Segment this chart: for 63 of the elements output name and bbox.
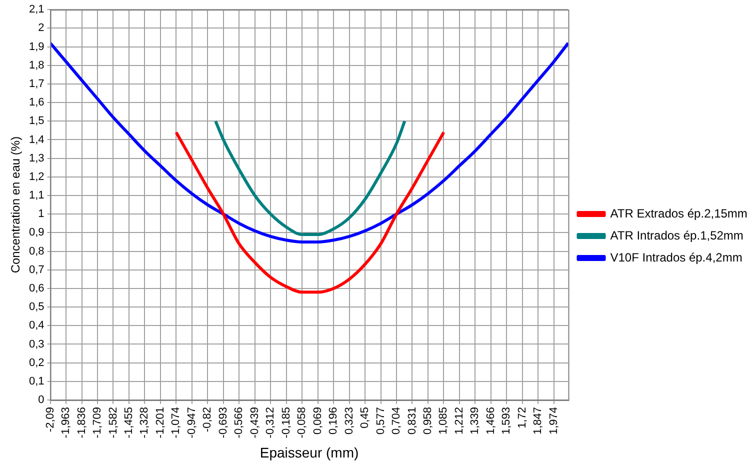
y-tick-label: 0,7 [28, 264, 44, 276]
x-tick-label: -1,709 [92, 407, 104, 438]
x-tick-label: -1,963 [60, 407, 72, 438]
y-tick-label: 0,2 [28, 356, 44, 369]
x-tick-label: 0,323 [343, 407, 356, 435]
x-tick-label: 1,974 [548, 407, 560, 435]
y-tick-label: 2,1 [28, 4, 44, 16]
y-tick-label: 0,6 [28, 282, 44, 294]
y-tick-label: 0,8 [28, 245, 44, 258]
line-series [50, 42, 568, 244]
x-tick-label: 1,593 [500, 407, 513, 435]
y-tick-label: 0,9 [28, 226, 44, 239]
line-series [214, 120, 406, 236]
x-tick-label: -0,693 [217, 407, 230, 438]
x-tick-label: -0,566 [233, 407, 246, 438]
x-tick-label: -2,09 [44, 407, 56, 432]
y-axis-title: Concentration en eau (%) [8, 136, 22, 274]
y-tick-label: 1,2 [28, 170, 44, 183]
legend-label: ATR Intrados ép.1,52mm [610, 228, 744, 242]
x-tick-label: 0,196 [328, 407, 340, 435]
x-tick-label: -0,947 [186, 407, 198, 438]
y-tick-label: 1,3 [28, 152, 44, 164]
x-tick-label: -1,836 [76, 407, 88, 438]
y-tick-label: 1,1 [28, 190, 44, 202]
x-tick-label: 0,704 [390, 407, 403, 435]
y-tick-label: 1,9 [28, 40, 44, 53]
y-tick-label: 2 [38, 22, 44, 34]
y-tick-label: 1,5 [28, 115, 44, 128]
y-tick-label: 0,4 [28, 320, 44, 332]
x-tick-label: -1,328 [138, 407, 151, 438]
line-series [174, 130, 446, 294]
x-tick-label: 1,339 [469, 407, 482, 435]
x-tick-label: -0,312 [264, 407, 277, 438]
x-tick-label: -0,439 [248, 407, 261, 438]
x-tick-label: 1,847 [532, 407, 544, 435]
legend-label: V10F Intrados ép.4,2mm [610, 250, 742, 264]
legend-label: ATR Extrados ép.2,15mm [610, 206, 748, 220]
x-tick-label: -1,074 [170, 407, 182, 438]
y-tick-label: 1,6 [28, 96, 44, 109]
x-tick-label: 0,958 [422, 407, 434, 435]
x-tick-label: -0,82 [202, 407, 214, 432]
y-tick-label: 1,7 [28, 78, 44, 90]
x-tick-label: -1,201 [154, 407, 166, 438]
x-tick-label: 0,45 [359, 407, 372, 428]
y-tick-label: 1,4 [28, 134, 44, 146]
y-tick-label: 1,8 [28, 59, 44, 72]
x-tick-label: -1,582 [107, 407, 120, 438]
y-tick-label: 0 [38, 394, 44, 406]
x-tick-label: 1,212 [453, 407, 466, 435]
x-tick-label: 1,466 [484, 407, 497, 435]
x-tick-label: 0,831 [406, 407, 418, 435]
x-tick-label: 1,72 [516, 407, 528, 428]
y-tick-label: 0,5 [28, 301, 44, 314]
x-tick-label: -0,058 [296, 407, 308, 438]
y-tick-label: 0,1 [28, 375, 44, 388]
x-tick-label: 0,577 [374, 407, 387, 435]
x-tick-label: 0,069 [312, 407, 324, 435]
x-tick-label: -0,185 [280, 407, 292, 438]
y-tick-label: 1 [38, 208, 44, 220]
x-tick-label: 1,085 [438, 407, 450, 435]
y-tick-label: 0,3 [28, 338, 44, 350]
x-tick-label: -1,455 [123, 407, 136, 438]
x-axis-title: Epaisseur (mm) [260, 444, 359, 460]
